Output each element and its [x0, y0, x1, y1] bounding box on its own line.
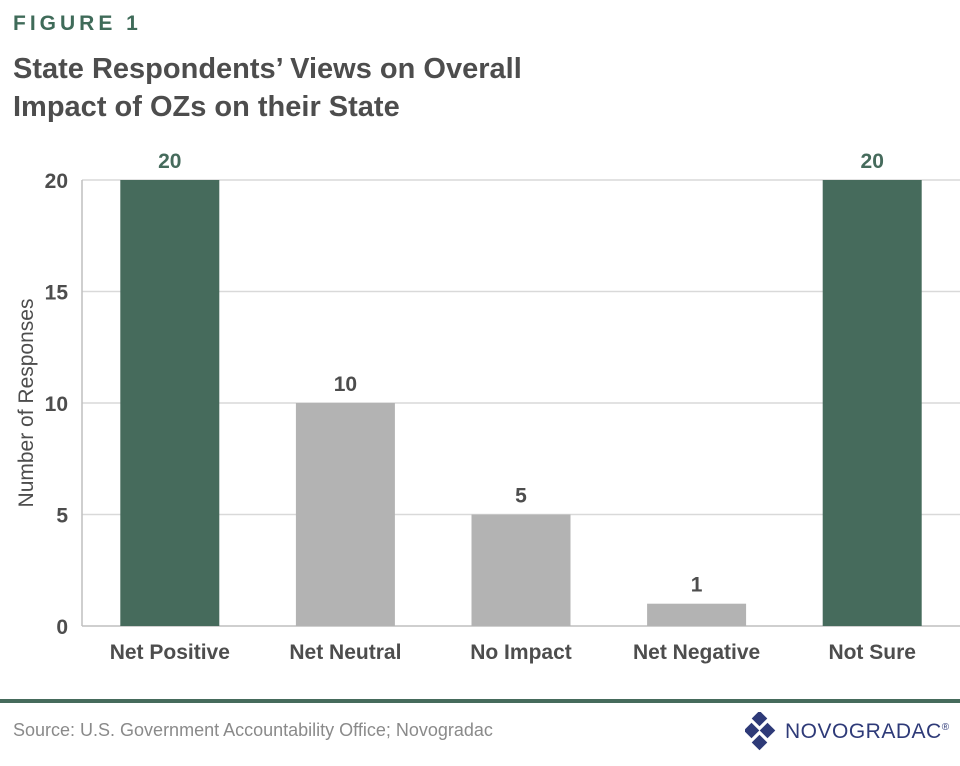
data-label-net-neutral: 10	[334, 373, 357, 396]
data-label-no-impact: 5	[515, 485, 527, 508]
logo-wordmark: NOVOGRADAC®	[785, 720, 950, 743]
y-tick-label-0: 0	[56, 616, 68, 639]
y-tick-label-5: 5	[56, 505, 68, 528]
y-tick-label-20: 20	[45, 170, 68, 193]
bar-not-sure	[822, 180, 922, 626]
data-label-net-positive: 20	[158, 150, 181, 173]
y-tick-label-15: 15	[45, 282, 69, 305]
footer-rule	[0, 699, 960, 703]
source-note: Source: U.S. Government Accountability O…	[13, 720, 493, 740]
x-tick-label-net-negative: Net Negative	[633, 641, 760, 664]
y-tick-label-10: 10	[45, 393, 68, 416]
novogradac-logo: NOVOGRADAC®	[745, 710, 950, 754]
chart-title: State Respondents’ Views on Overall Impa…	[13, 50, 713, 126]
bar-net-positive	[120, 180, 220, 626]
chart-title-line-1: State Respondents’ Views on Overall	[13, 53, 522, 85]
y-axis-title: Number of Responses	[15, 299, 38, 508]
data-label-net-negative: 1	[691, 574, 703, 597]
bar-net-neutral	[295, 403, 395, 626]
chart-title-line-2: Impact of OZs on their State	[13, 91, 400, 123]
novogradac-diamond-icon	[745, 712, 776, 751]
bar-net-negative	[647, 603, 747, 626]
x-tick-label-net-positive: Net Positive	[110, 641, 230, 664]
data-label-not-sure: 20	[861, 150, 884, 173]
x-tick-label-not-sure: Not Sure	[828, 641, 916, 664]
x-tick-label-no-impact: No Impact	[470, 641, 572, 664]
figure-label: FIGURE 1	[13, 12, 142, 35]
bar-no-impact	[471, 514, 571, 626]
x-tick-label-net-neutral: Net Neutral	[289, 641, 401, 664]
